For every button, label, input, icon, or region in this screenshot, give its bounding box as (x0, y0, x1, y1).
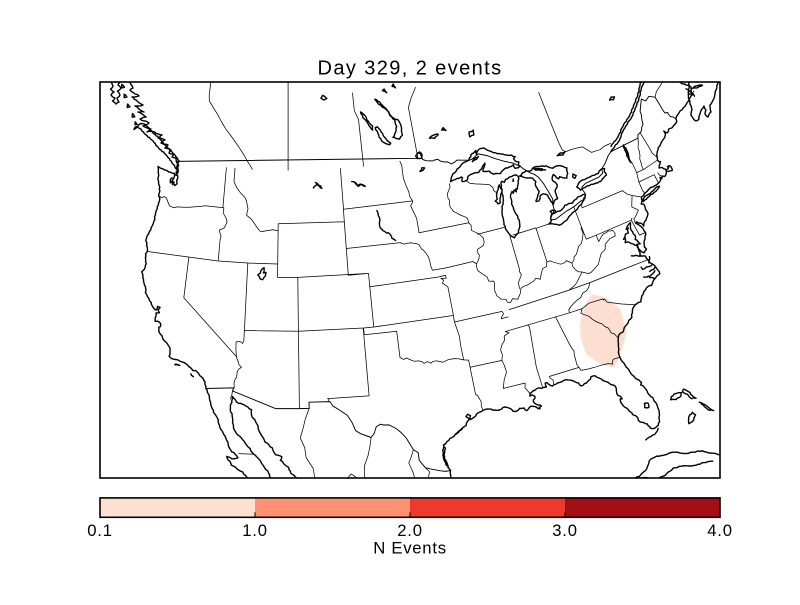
svg-text:1.0: 1.0 (242, 521, 267, 540)
svg-text:2.0: 2.0 (397, 521, 422, 540)
svg-text:4.0: 4.0 (707, 521, 732, 540)
svg-text:Day 329, 2 events: Day 329, 2 events (317, 58, 502, 80)
svg-text:3.0: 3.0 (552, 521, 577, 540)
svg-text:N Events: N Events (373, 539, 447, 558)
svg-text:0.1: 0.1 (87, 521, 112, 540)
